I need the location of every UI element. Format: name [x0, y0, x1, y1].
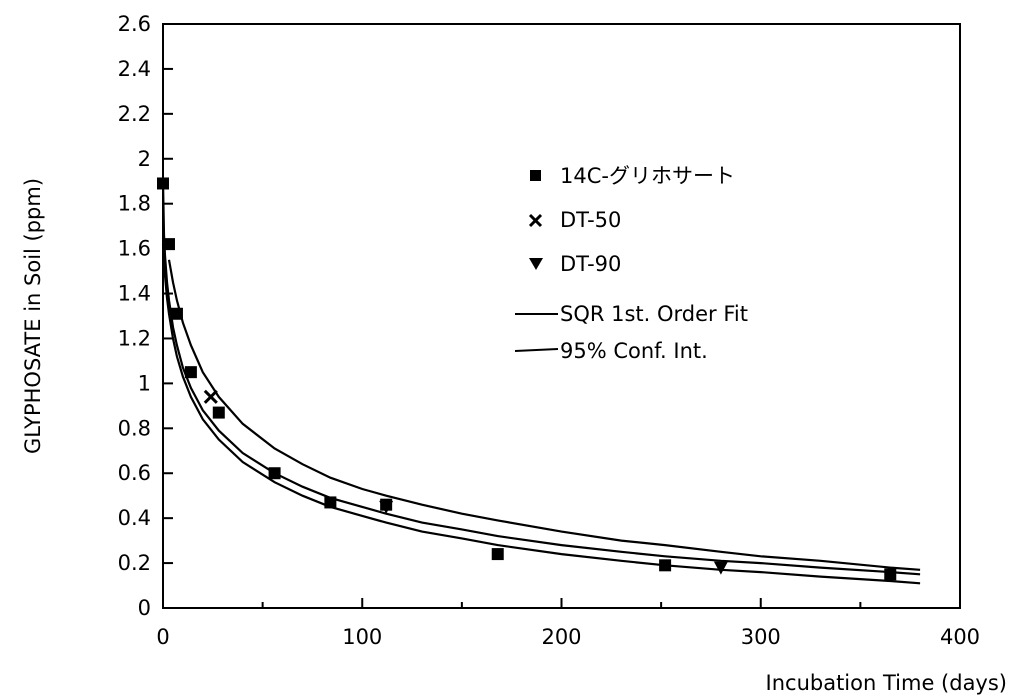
- y-axis-title: GLYPHOSATE in Soil (ppm): [21, 178, 45, 454]
- y-tick-label: 2: [138, 147, 151, 171]
- point-glyphosate: [491, 548, 504, 561]
- curve-3: [161, 181, 921, 576]
- legend-marker-square: [530, 170, 541, 181]
- y-tick-label: 2.6: [118, 12, 151, 36]
- y-tick-label: 2.2: [118, 102, 151, 126]
- legend-label-ci: 95% Conf. Int.: [560, 339, 708, 363]
- fit-curves: [161, 181, 921, 585]
- y-tick-label: 0.8: [118, 416, 151, 440]
- legend-line-ci: [514, 348, 559, 352]
- point-glyphosate: [268, 467, 281, 480]
- y-tick-label: 0.2: [118, 551, 151, 575]
- curve-4: [161, 244, 921, 585]
- point-glyphosate: [884, 568, 897, 581]
- x-tick-label: 300: [741, 625, 781, 649]
- data-points: [157, 177, 897, 581]
- legend-label-dt90: DT-90: [560, 252, 621, 276]
- point-glyphosate: [659, 559, 672, 572]
- legend-marker-triangle: [529, 258, 543, 270]
- x-tick-label: 200: [541, 625, 581, 649]
- legend-label-dt50: DT-50: [560, 208, 621, 232]
- curve-5: [167, 259, 921, 571]
- point-dt90: [379, 500, 394, 514]
- y-tick-label: 1.2: [118, 326, 151, 350]
- legend-marker-x: [528, 213, 543, 228]
- axes: 0 0.2 0.4 0.6 0.8 1 1.2 1.4 1.6 1.8 2 2.2 2.4 2.6 0 100…: [21, 12, 1007, 695]
- point-glyphosate: [170, 307, 183, 320]
- y-tick-label: 1.8: [118, 192, 151, 216]
- x-tick-label: 100: [342, 625, 382, 649]
- point-dt50: [203, 389, 218, 404]
- legend: 14C-グリホサート DT-50 DT-90 SQR 1st. Order Fi…: [514, 164, 748, 363]
- y-tick-label: 0.4: [118, 506, 151, 530]
- point-glyphosate: [184, 366, 197, 379]
- point-glyphosate: [212, 406, 225, 419]
- y-tick-label: 0: [138, 596, 151, 620]
- x-tick-label: 0: [156, 625, 169, 649]
- point-glyphosate: [157, 177, 169, 190]
- y-tick-label: 1.4: [118, 282, 151, 306]
- x-axis-title: Incubation Time (days): [766, 671, 1007, 695]
- legend-label-fit: SQR 1st. Order Fit: [560, 302, 748, 326]
- y-tick-label: 1: [138, 371, 151, 395]
- x-tick-label: 400: [940, 625, 980, 649]
- point-glyphosate: [162, 238, 175, 251]
- point-dt90: [713, 561, 728, 575]
- point-glyphosate: [324, 496, 337, 509]
- point-dt50-stroke: [203, 389, 218, 404]
- y-tick-label: 0.6: [118, 461, 151, 485]
- legend-label-glyphosate: 14C-グリホサート: [560, 164, 735, 188]
- y-tick-label: 1.6: [118, 237, 151, 261]
- y-tick-label: 2.4: [118, 57, 151, 81]
